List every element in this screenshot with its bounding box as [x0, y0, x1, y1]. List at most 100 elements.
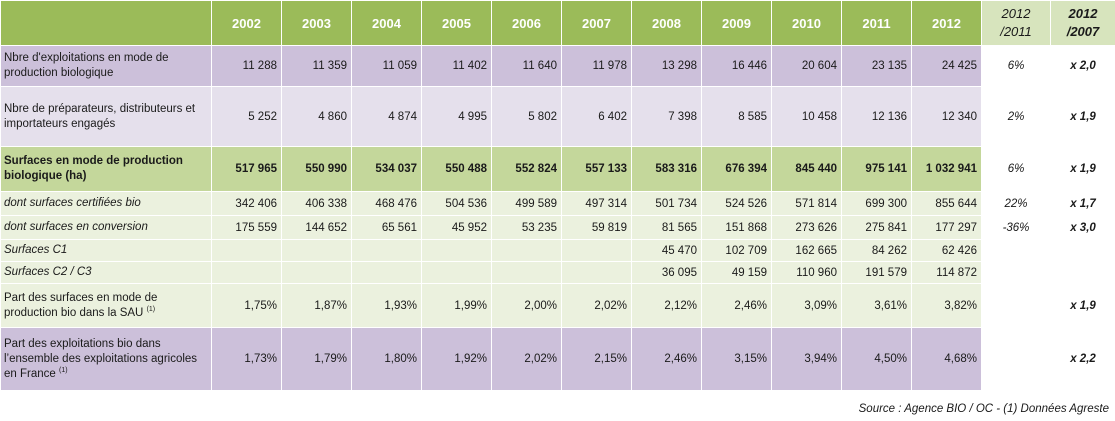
- value-cell: 2,46%: [631, 327, 702, 391]
- value-cell: 23 135: [841, 45, 912, 87]
- value-cell: 8 585: [701, 86, 772, 147]
- table-row: dont surfaces en conversion 175 559 144 65…: [0, 215, 1115, 240]
- table-row: Nbre d'exploitations en mode de producti…: [0, 45, 1115, 87]
- evolution-2012-2011-cell: 6%: [981, 45, 1051, 87]
- value-cell: 499 589: [491, 191, 562, 216]
- value-cell: 845 440: [771, 146, 842, 192]
- row-label: Surfaces C1: [0, 239, 212, 262]
- value-cell: 114 872: [911, 261, 982, 284]
- value-cell: 4,68%: [911, 327, 982, 391]
- value-cell: 1,93%: [351, 283, 422, 328]
- value-cell: 3,82%: [911, 283, 982, 328]
- value-cell: 468 476: [351, 191, 422, 216]
- value-cell: 275 841: [841, 215, 912, 240]
- row-label-text: dont surfaces certifiées bio: [4, 197, 141, 209]
- value-cell: 552 824: [491, 146, 562, 192]
- value-cell: [491, 261, 562, 284]
- value-cell: 45 952: [421, 215, 492, 240]
- value-cell: 557 133: [561, 146, 632, 192]
- value-cell: 855 644: [911, 191, 982, 216]
- value-cell: 4 874: [351, 86, 422, 147]
- value-cell: 1,75%: [211, 283, 282, 328]
- year-header: 2005: [421, 0, 492, 46]
- value-cell: 1,87%: [281, 283, 352, 328]
- row-label: Part des surfaces en mode de production …: [0, 283, 212, 328]
- year-header: 2004: [351, 0, 422, 46]
- evolution-2012-2011-header: 2012/2011: [981, 0, 1051, 46]
- table-row: dont surfaces certifiées bio 342 406 406 3…: [0, 191, 1115, 216]
- year-header: 2010: [771, 0, 842, 46]
- value-cell: 7 398: [631, 86, 702, 147]
- value-cell: 11 288: [211, 45, 282, 87]
- table-row: Nbre de préparateurs, distributeurs et i…: [0, 86, 1115, 147]
- table-row: Surfaces C2 / C3 36 095 49 159 110 960 191 5…: [0, 261, 1115, 284]
- value-cell: 1,80%: [351, 327, 422, 391]
- value-cell: 4 995: [421, 86, 492, 147]
- row-label-text: Surfaces C1: [4, 244, 68, 256]
- value-cell: 699 300: [841, 191, 912, 216]
- value-cell: 4 860: [281, 86, 352, 147]
- row-label: dont surfaces en conversion: [0, 215, 212, 240]
- value-cell: 504 536: [421, 191, 492, 216]
- evolution-header-line: /2007: [1066, 24, 1100, 39]
- value-cell: 151 868: [701, 215, 772, 240]
- value-cell: 342 406: [211, 191, 282, 216]
- value-cell: [351, 261, 422, 284]
- value-cell: 20 604: [771, 45, 842, 87]
- value-cell: 3,15%: [701, 327, 772, 391]
- value-cell: 11 640: [491, 45, 562, 87]
- value-cell: 175 559: [211, 215, 282, 240]
- value-cell: 2,02%: [561, 283, 632, 328]
- value-cell: 406 338: [281, 191, 352, 216]
- value-cell: 36 095: [631, 261, 702, 284]
- value-cell: 13 298: [631, 45, 702, 87]
- value-cell: [281, 239, 352, 262]
- value-cell: 12 136: [841, 86, 912, 147]
- row-label: Surfaces C2 / C3: [0, 261, 212, 284]
- value-cell: 4,50%: [841, 327, 912, 391]
- row-label: dont surfaces certifiées bio: [0, 191, 212, 216]
- evolution-2012-2007-header: 2012/2007: [1050, 0, 1115, 46]
- evolution-2012-2011-cell: [981, 239, 1051, 262]
- value-cell: 2,02%: [491, 327, 562, 391]
- row-label: Surfaces en mode de production biologiqu…: [0, 146, 212, 192]
- value-cell: 5 802: [491, 86, 562, 147]
- value-cell: 2,46%: [701, 283, 772, 328]
- year-header: 2012: [911, 0, 982, 46]
- value-cell: 1,92%: [421, 327, 492, 391]
- header-row: 2002 2003 2004 2005 2006 2007 2008 2009 …: [0, 0, 1115, 46]
- value-cell: 524 526: [701, 191, 772, 216]
- value-cell: 583 316: [631, 146, 702, 192]
- value-cell: 191 579: [841, 261, 912, 284]
- value-cell: 517 965: [211, 146, 282, 192]
- value-cell: 11 059: [351, 45, 422, 87]
- value-cell: 11 978: [561, 45, 632, 87]
- value-cell: [421, 261, 492, 284]
- value-cell: 6 402: [561, 86, 632, 147]
- value-cell: 1 032 941: [911, 146, 982, 192]
- value-cell: [491, 239, 562, 262]
- value-cell: 975 141: [841, 146, 912, 192]
- evolution-2012-2007-cell: x 3,0: [1050, 215, 1115, 240]
- value-cell: 62 426: [911, 239, 982, 262]
- evolution-header-line: 2012: [1001, 6, 1031, 21]
- row-label: Nbre de préparateurs, distributeurs et i…: [0, 86, 212, 147]
- row-label-text: Part des surfaces en mode de production …: [4, 291, 158, 319]
- value-cell: 81 565: [631, 215, 702, 240]
- value-cell: 24 425: [911, 45, 982, 87]
- value-cell: 16 446: [701, 45, 772, 87]
- footnote-marker: (1): [146, 305, 156, 313]
- value-cell: 65 561: [351, 215, 422, 240]
- value-cell: 84 262: [841, 239, 912, 262]
- year-header: 2002: [211, 0, 282, 46]
- value-cell: 550 488: [421, 146, 492, 192]
- row-label-text: Nbre d'exploitations en mode de producti…: [4, 52, 169, 79]
- table-row: Part des exploitations bio dans l’ensemb…: [0, 327, 1115, 391]
- value-cell: [211, 261, 282, 284]
- evolution-2012-2011-cell: 2%: [981, 86, 1051, 147]
- year-header: 2003: [281, 0, 352, 46]
- value-cell: 102 709: [701, 239, 772, 262]
- evolution-2012-2007-cell: x 2,0: [1050, 45, 1115, 87]
- value-cell: 12 340: [911, 86, 982, 147]
